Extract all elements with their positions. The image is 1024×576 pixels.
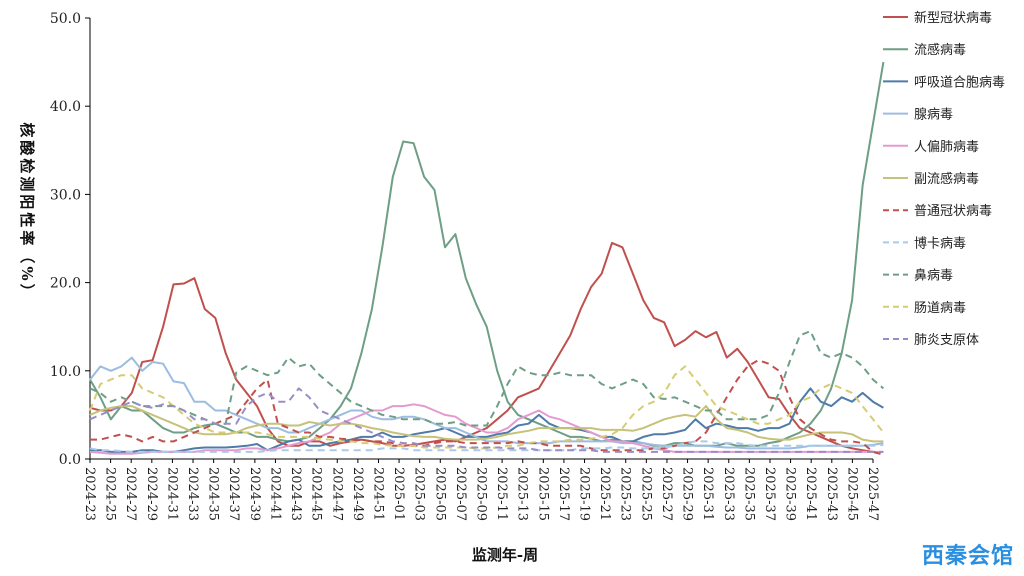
x-tick-label: 2024-43: [288, 467, 303, 521]
series-line-3: [89, 356, 884, 450]
x-tick-label: 2025-09: [474, 467, 489, 521]
x-tick-label: 2025-43: [824, 467, 839, 521]
series-line-7: [89, 440, 884, 453]
legend-label-4: 人偏肺病毒: [914, 140, 979, 155]
x-tick-label: 2025-11: [494, 467, 509, 521]
series-line-6: [90, 359, 884, 456]
legend-label-1: 流感病毒: [914, 42, 966, 58]
x-tick-label: 2025-15: [535, 467, 550, 521]
series-line-2: [90, 387, 884, 453]
y-tick-label: 10.0: [50, 364, 81, 380]
y-axis-label: 核酸检测阳性率（%）: [18, 122, 36, 301]
legend-label-9: 肠道病毒: [914, 301, 966, 316]
x-tick-label: 2025-23: [618, 467, 633, 521]
x-tick-label: 2024-49: [350, 467, 365, 521]
x-tick-label: 2025-03: [412, 467, 427, 521]
series-line-0: [89, 241, 874, 453]
x-tick-label: 2024-23: [82, 467, 97, 521]
x-tick-label: 2025-13: [515, 467, 530, 521]
x-tick-label: 2025-21: [597, 467, 612, 521]
legend-label-2: 呼吸道合胞病毒: [914, 75, 1005, 90]
x-tick-label: 2025-41: [803, 467, 818, 521]
legend-label-8: 鼻病毒: [914, 268, 953, 284]
x-tick-label: 2024-33: [185, 467, 200, 521]
x-tick-label: 2025-39: [783, 467, 798, 521]
y-tick-label: 30.0: [50, 187, 81, 203]
x-tick-label: 2024-25: [103, 467, 118, 521]
x-tick-label: 2024-45: [309, 467, 324, 521]
x-tick-label: 2025-25: [638, 467, 653, 521]
x-tick-label: 2024-39: [247, 467, 262, 521]
y-tick-label: 40.0: [50, 99, 81, 115]
x-tick-label: 2025-27: [659, 467, 674, 521]
x-tick-label: 2024-35: [206, 467, 221, 521]
series-line-8: [89, 330, 885, 427]
x-tick-label: 2024-29: [144, 467, 159, 521]
x-tick-label: 2025-31: [700, 467, 715, 521]
x-tick-label: 2024-31: [164, 467, 179, 521]
x-tick-label: 2024-37: [226, 467, 241, 521]
x-tick-label: 2024-51: [370, 467, 385, 521]
series-line-5: [89, 405, 884, 443]
y-tick-label: 50.0: [50, 11, 81, 27]
x-tick-label: 2024-41: [267, 467, 282, 521]
x-tick-label: 2025-01: [391, 467, 406, 521]
x-tick-label: 2024-27: [123, 467, 138, 521]
legend-label-5: 副流感病毒: [914, 171, 979, 187]
x-tick-label: 2025-05: [432, 467, 447, 521]
x-tick-label: 2025-17: [556, 467, 571, 521]
legend-label-0: 新型冠状病毒: [914, 10, 992, 26]
x-tick-label: 2025-29: [680, 467, 695, 521]
legend: 新型冠状病毒流感病毒呼吸道合胞病毒腺病毒人偏肺病毒副流感病毒普通冠状病毒博卡病毒…: [883, 10, 1005, 348]
x-tick-label: 2025-07: [453, 467, 468, 521]
legend-label-10: 肺炎支原体: [914, 333, 979, 348]
watermark-logo: 西秦会馆: [921, 544, 1014, 569]
series-lines: [89, 61, 885, 456]
x-tick-label: 2024-47: [329, 467, 344, 521]
x-tick-label: 2025-35: [741, 467, 756, 521]
legend-label-3: 腺病毒: [914, 108, 953, 123]
x-tick-label: 2025-37: [762, 467, 777, 521]
legend-label-6: 普通冠状病毒: [914, 204, 992, 219]
x-tick-label: 2025-45: [844, 467, 859, 521]
y-tick-label: 0.0: [59, 452, 81, 468]
x-tick-label: 2025-33: [721, 467, 736, 521]
y-tick-label: 20.0: [50, 276, 81, 292]
chart-axes: 0.0 10.0 20.0 30.0 40.0 50.0 2024-23 2024-25 202…: [50, 11, 880, 521]
x-tick-label: 2025-47: [865, 467, 880, 521]
x-tick-label: 2025-19: [577, 467, 592, 521]
legend-label-7: 博卡病毒: [914, 236, 966, 251]
series-line-10: [89, 387, 884, 453]
x-axis-label: 监测年-周: [472, 546, 538, 564]
